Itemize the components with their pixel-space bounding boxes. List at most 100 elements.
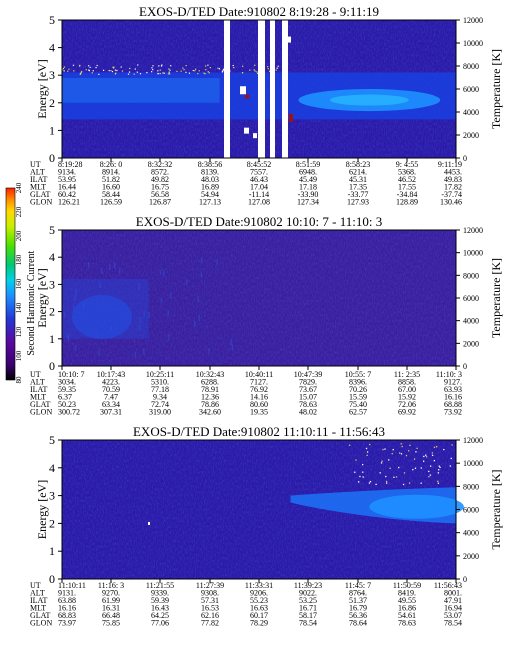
speckle <box>137 64 139 66</box>
speckle <box>422 460 425 462</box>
speckle <box>88 69 90 71</box>
colorbar-frame <box>5 187 16 381</box>
streak <box>167 310 169 317</box>
streak <box>216 258 218 265</box>
table-cell: 16.94 <box>444 604 462 613</box>
table-cell: 56.58 <box>151 190 169 199</box>
speckle <box>359 475 361 478</box>
speckle <box>254 64 256 66</box>
speckle <box>63 66 66 68</box>
speckle <box>229 70 231 72</box>
speckle <box>169 73 171 75</box>
table-cell: 16.86 <box>398 604 416 613</box>
speckle <box>151 67 153 69</box>
speckle <box>136 71 138 73</box>
speckle <box>428 476 430 478</box>
table-cell: 17.82 <box>444 183 462 192</box>
table-cell: 72.06 <box>398 400 416 409</box>
speckle <box>80 71 82 73</box>
table-cell: 53.07 <box>444 611 462 620</box>
table-cell: 11:10:11 <box>58 581 86 590</box>
table-cell: 75.40 <box>349 400 367 409</box>
colorbar-label: Second Harmonic Current <box>26 250 37 355</box>
speckle <box>163 72 165 74</box>
speckle <box>218 68 221 70</box>
speckle <box>112 66 114 68</box>
panel-title: EXOS-D/TED Date:910802 10:10: 7 - 11:10:… <box>136 214 383 229</box>
speckle <box>439 466 441 468</box>
y-tick-label: 1 <box>49 544 55 558</box>
table-cell: 8001. <box>444 589 462 598</box>
speckle <box>88 65 90 67</box>
table-cell: 57.31 <box>201 596 219 605</box>
speckle <box>362 463 364 466</box>
table-cell: 78.91 <box>201 385 219 394</box>
speckle <box>369 443 371 446</box>
streak <box>96 331 99 338</box>
table-cell: 62.57 <box>349 408 367 417</box>
speckle <box>400 443 402 445</box>
speckle <box>450 457 452 460</box>
y-tick-label: 4 <box>49 461 55 475</box>
speckle <box>91 72 93 74</box>
table-cell: 300.72 <box>58 408 80 417</box>
speckle <box>425 456 428 458</box>
speckle <box>134 68 136 70</box>
streak <box>197 295 199 302</box>
table-cell: 58.17 <box>299 611 317 620</box>
table-cell: 51.82 <box>102 175 120 184</box>
streak <box>67 333 70 340</box>
table-cell: 49.83 <box>444 175 462 184</box>
table-cell: 10:47:39 <box>294 370 322 379</box>
speckle <box>257 72 259 75</box>
speckle <box>433 446 436 448</box>
speckle <box>169 69 171 71</box>
table-cell: 73.97 <box>58 619 76 628</box>
table-cell: 49.55 <box>398 596 416 605</box>
table-cell: 73.92 <box>444 408 462 417</box>
table-cell: 11:56:43 <box>434 581 462 590</box>
table-cell: 16.53 <box>201 604 219 613</box>
speckle <box>161 64 163 66</box>
speckle <box>116 69 118 72</box>
table-row-label: ILAT <box>30 385 47 394</box>
colorbar-tick-label: 120 <box>15 326 23 337</box>
y2-tick-label: 2000 <box>463 552 479 561</box>
table-cell: 8914. <box>102 168 120 177</box>
speckle <box>416 447 418 450</box>
speckle <box>380 462 383 464</box>
speckle <box>368 482 371 484</box>
table-cell: 9: 4:55 <box>396 160 418 169</box>
speckle <box>207 71 209 73</box>
table-cell: 60.17 <box>250 611 268 620</box>
speckle <box>381 460 383 462</box>
table-cell: 11:21:55 <box>146 581 174 590</box>
speckle <box>207 64 209 66</box>
speckle <box>365 447 368 450</box>
streak <box>160 297 163 304</box>
table-row-label: UT <box>30 581 41 590</box>
table-cell: 63.93 <box>444 385 462 394</box>
speckle <box>358 481 360 483</box>
table-cell: 8:32:32 <box>148 160 172 169</box>
speckle <box>389 467 391 469</box>
streak <box>134 351 137 358</box>
panel-2: EXOS-D/TED Date:910802 10:10: 7 - 11:10:… <box>30 214 503 417</box>
speckle <box>185 71 187 73</box>
table-cell: 4223. <box>102 378 120 387</box>
speckle <box>183 69 185 71</box>
table-cell: 16.79 <box>349 604 367 613</box>
speckle <box>92 70 94 72</box>
speckle <box>152 69 154 71</box>
speckle <box>366 454 368 456</box>
speckle <box>413 458 416 460</box>
speckle <box>98 73 100 75</box>
table-cell: 49.82 <box>151 175 169 184</box>
table-cell: 8:58:23 <box>346 160 370 169</box>
table-cell: 10:17:43 <box>97 370 125 379</box>
y2-axis-label: Temperature [K] <box>489 469 503 549</box>
speckle <box>399 452 401 454</box>
table-cell: 9.34 <box>153 393 167 402</box>
table-cell: 11:39:23 <box>294 581 322 590</box>
streak <box>170 292 172 299</box>
